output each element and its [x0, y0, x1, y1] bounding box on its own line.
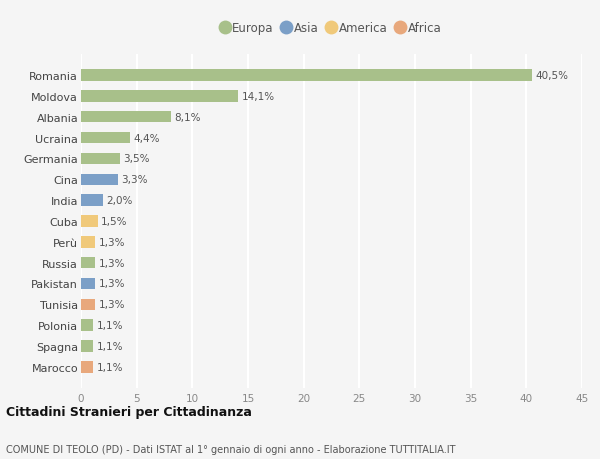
Text: 1,1%: 1,1% [97, 341, 123, 351]
Bar [81, 174, 118, 185]
Text: 40,5%: 40,5% [535, 71, 568, 81]
Text: 4,4%: 4,4% [133, 133, 160, 143]
Text: 1,3%: 1,3% [99, 300, 125, 310]
Bar [81, 133, 130, 144]
Bar [81, 216, 98, 227]
Text: 1,3%: 1,3% [99, 237, 125, 247]
Bar [81, 236, 95, 248]
Bar [81, 91, 238, 102]
Text: 1,3%: 1,3% [99, 279, 125, 289]
Text: COMUNE DI TEOLO (PD) - Dati ISTAT al 1° gennaio di ogni anno - Elaborazione TUTT: COMUNE DI TEOLO (PD) - Dati ISTAT al 1° … [6, 444, 455, 454]
Bar [81, 278, 95, 290]
Legend: Europa, Asia, America, Africa: Europa, Asia, America, Africa [217, 18, 446, 40]
Text: 14,1%: 14,1% [241, 92, 274, 102]
Text: 1,3%: 1,3% [99, 258, 125, 268]
Bar [81, 341, 93, 352]
Bar [81, 70, 532, 82]
Bar [81, 153, 120, 165]
Text: 8,1%: 8,1% [175, 112, 201, 123]
Bar [81, 112, 171, 123]
Text: 1,1%: 1,1% [97, 362, 123, 372]
Bar [81, 299, 95, 310]
Text: 3,3%: 3,3% [121, 175, 148, 185]
Text: 1,1%: 1,1% [97, 320, 123, 330]
Bar [81, 320, 93, 331]
Bar [81, 257, 95, 269]
Text: 3,5%: 3,5% [124, 154, 150, 164]
Bar [81, 195, 103, 207]
Text: 2,0%: 2,0% [107, 196, 133, 206]
Bar [81, 361, 93, 373]
Text: 1,5%: 1,5% [101, 217, 128, 226]
Text: Cittadini Stranieri per Cittadinanza: Cittadini Stranieri per Cittadinanza [6, 405, 252, 418]
